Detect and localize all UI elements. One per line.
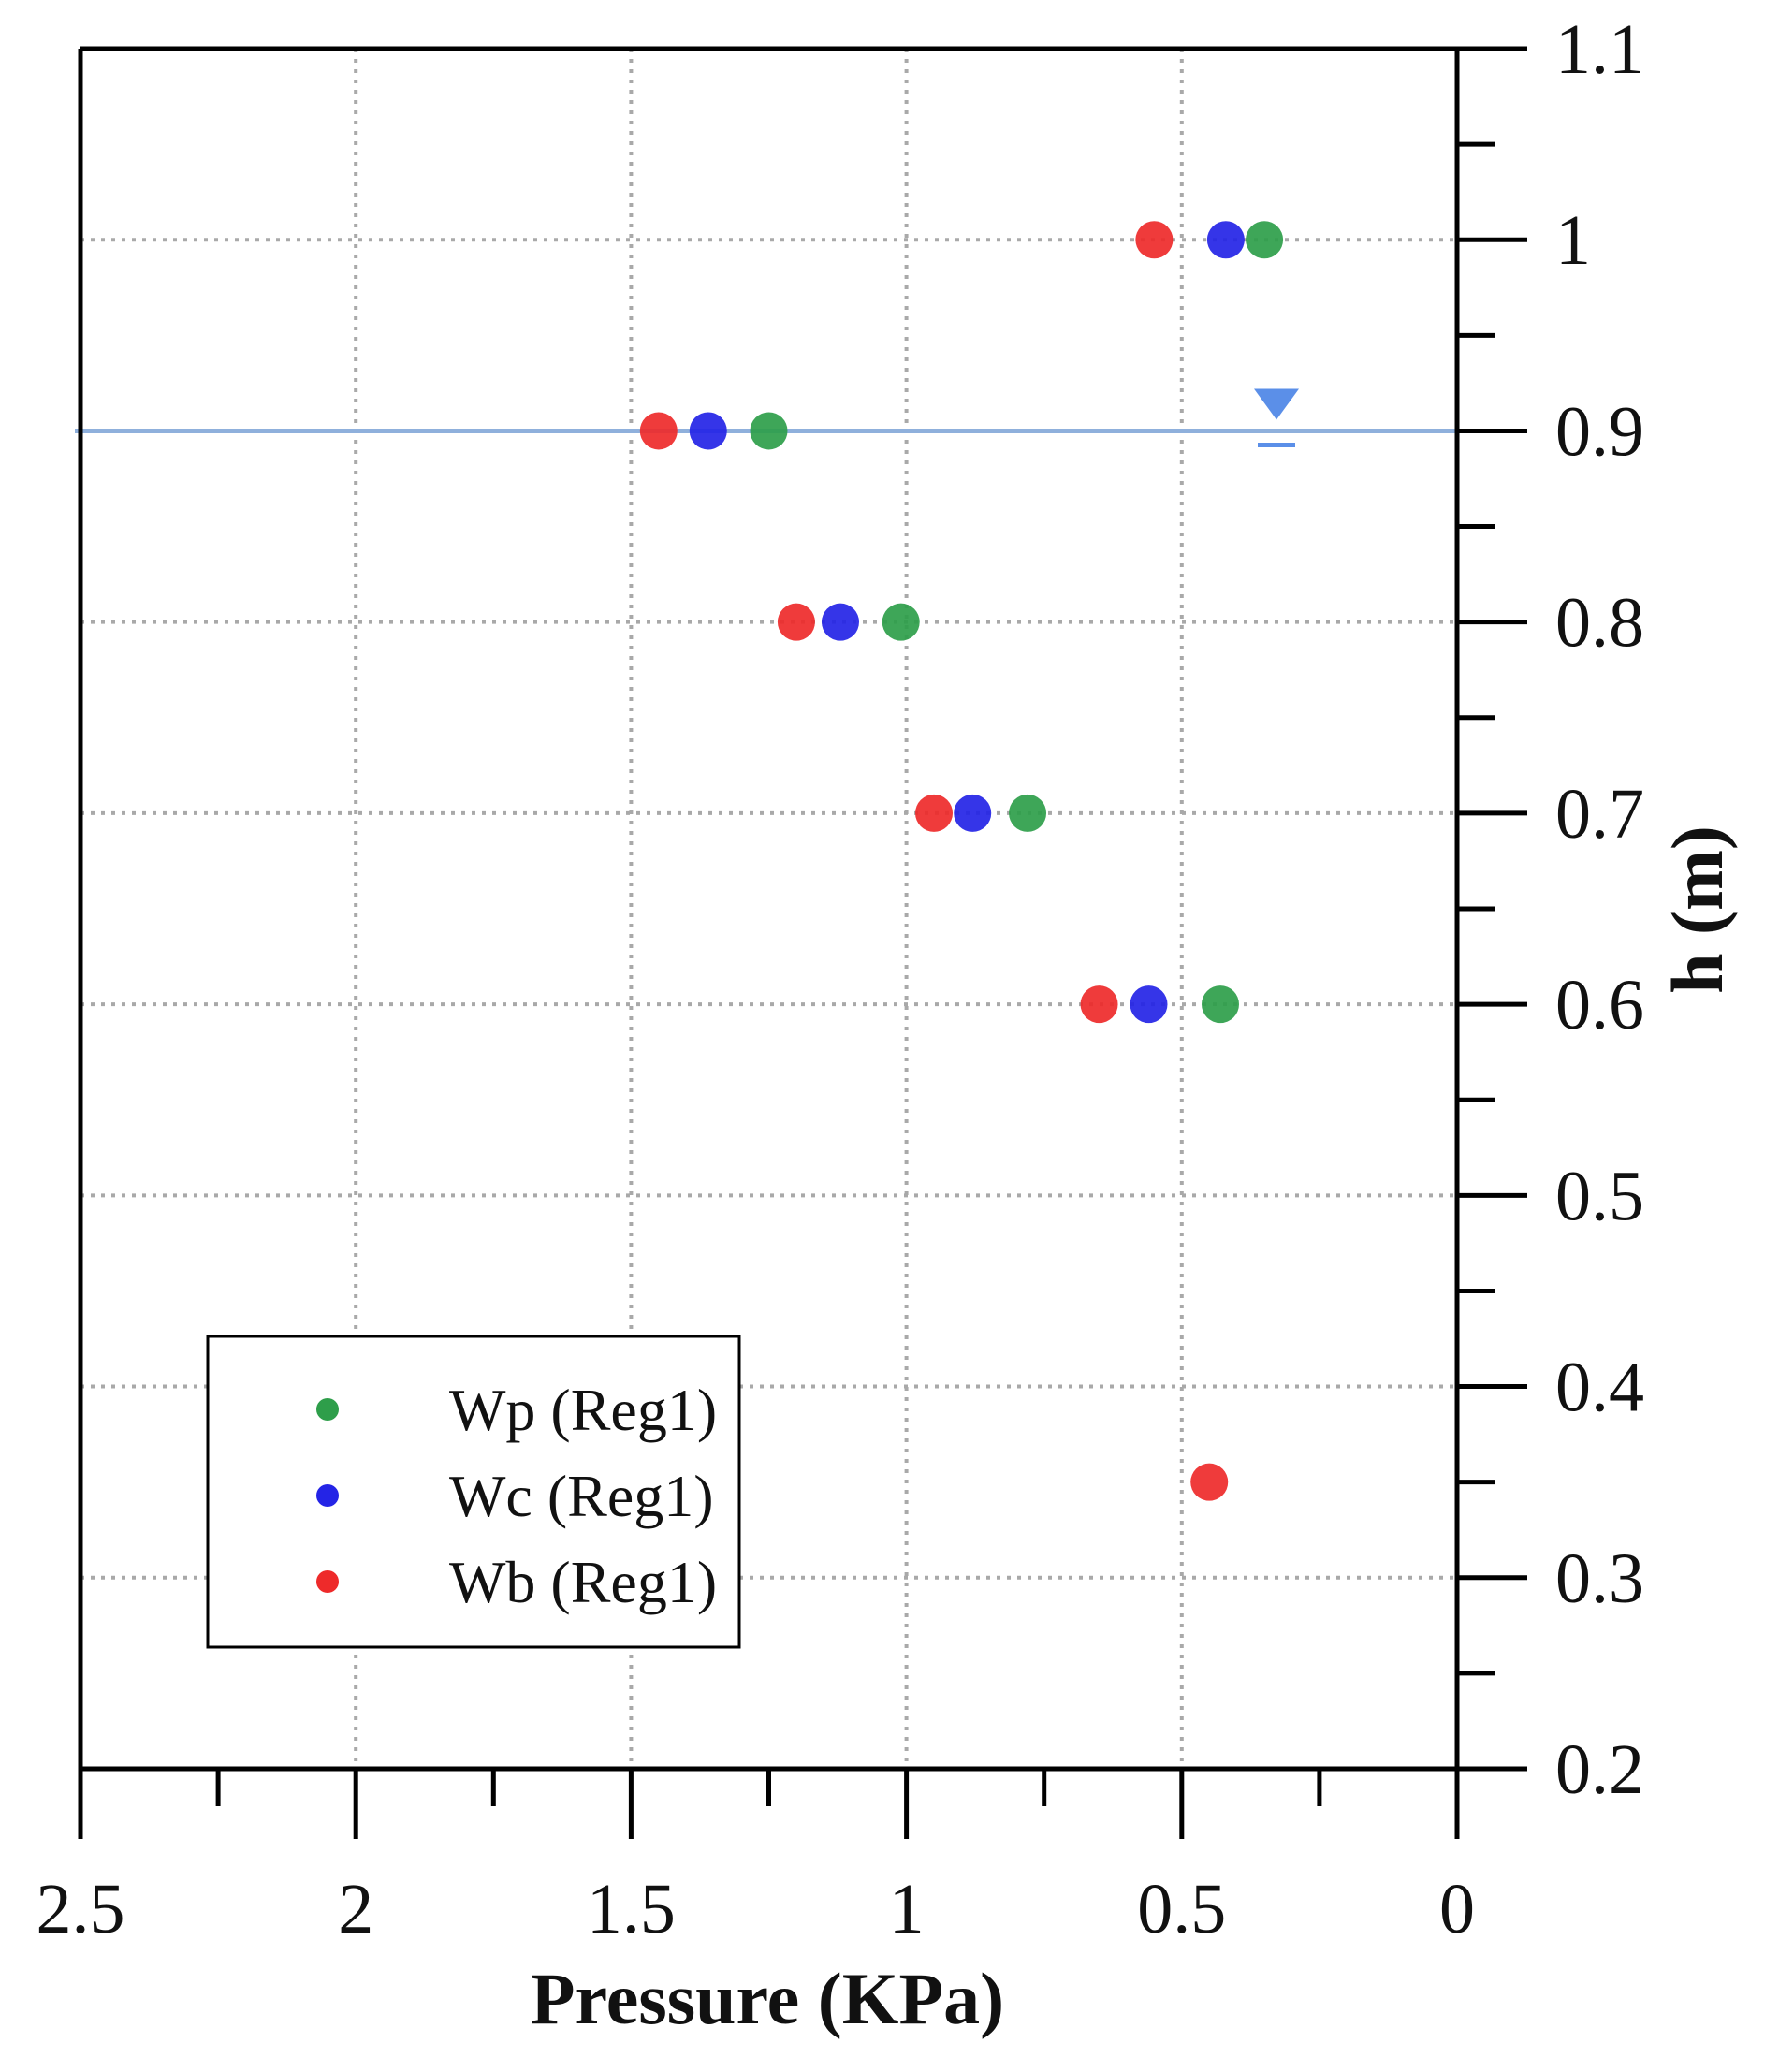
legend-label: Wb (Reg1) bbox=[449, 1549, 717, 1615]
y-tick-label: 0.3 bbox=[1555, 1539, 1644, 1618]
data-point-wb bbox=[777, 603, 815, 641]
y-tick-label: 0.9 bbox=[1555, 392, 1644, 471]
data-point-wc bbox=[689, 412, 727, 450]
legend-label: Wc (Reg1) bbox=[449, 1463, 714, 1529]
data-point-wb bbox=[915, 794, 954, 832]
y-tick-label: 0.4 bbox=[1555, 1349, 1644, 1427]
y-tick-label: 0.7 bbox=[1555, 775, 1644, 854]
y-tick-label: 1 bbox=[1555, 201, 1591, 280]
x-tick-label: 2 bbox=[338, 1870, 373, 1948]
legend-label: Wp (Reg1) bbox=[449, 1377, 717, 1443]
legend-marker bbox=[316, 1570, 339, 1593]
x-tick-label: 2.5 bbox=[36, 1870, 125, 1948]
legend-marker bbox=[316, 1484, 339, 1507]
y-tick-label: 0.8 bbox=[1555, 584, 1644, 663]
x-tick-label: 1.5 bbox=[587, 1870, 676, 1948]
data-point-wp bbox=[882, 603, 920, 641]
data-point-wc bbox=[954, 794, 992, 832]
data-points bbox=[639, 221, 1284, 1501]
legend: Wp (Reg1) Wc (Reg1) Wb (Reg1) bbox=[206, 1335, 741, 1649]
data-point-wc bbox=[821, 603, 859, 641]
data-point-wc bbox=[1130, 985, 1168, 1024]
data-point-wp bbox=[1201, 985, 1239, 1024]
data-point-wb bbox=[1190, 1463, 1229, 1501]
tick-labels: 2.5 2 1.5 1 0.5 0 1.1 1 0.9 0.8 0.7 0.6 0.5 0.4 0.3 0.2 bbox=[36, 10, 1645, 1948]
data-point-wc bbox=[1206, 221, 1245, 259]
y-axis-title: h (m) bbox=[1656, 825, 1738, 994]
water-level-triangle-icon bbox=[1254, 388, 1299, 420]
axis-ticks bbox=[78, 46, 1527, 1839]
x-tick-label: 0 bbox=[1439, 1870, 1475, 1948]
data-point-wp bbox=[750, 412, 788, 450]
y-tick-label: 1.1 bbox=[1555, 10, 1644, 89]
data-point-wp bbox=[1246, 221, 1284, 259]
data-point-wb bbox=[1080, 985, 1118, 1024]
x-axis-title: Pressure (KPa) bbox=[531, 1958, 1004, 2039]
data-point-wb bbox=[1135, 221, 1174, 259]
legend-items: Wp (Reg1) Wc (Reg1) Wb (Reg1) bbox=[316, 1377, 717, 1615]
x-tick-label: 0.5 bbox=[1137, 1870, 1226, 1948]
legend-marker bbox=[316, 1398, 339, 1421]
y-tick-label: 0.2 bbox=[1555, 1730, 1644, 1809]
data-point-wb bbox=[639, 412, 678, 450]
y-tick-label: 0.5 bbox=[1555, 1157, 1644, 1235]
x-tick-label: 1 bbox=[889, 1870, 925, 1948]
data-point-wp bbox=[1009, 794, 1047, 832]
legend-box bbox=[206, 1335, 741, 1649]
y-tick-label: 0.6 bbox=[1555, 966, 1644, 1044]
